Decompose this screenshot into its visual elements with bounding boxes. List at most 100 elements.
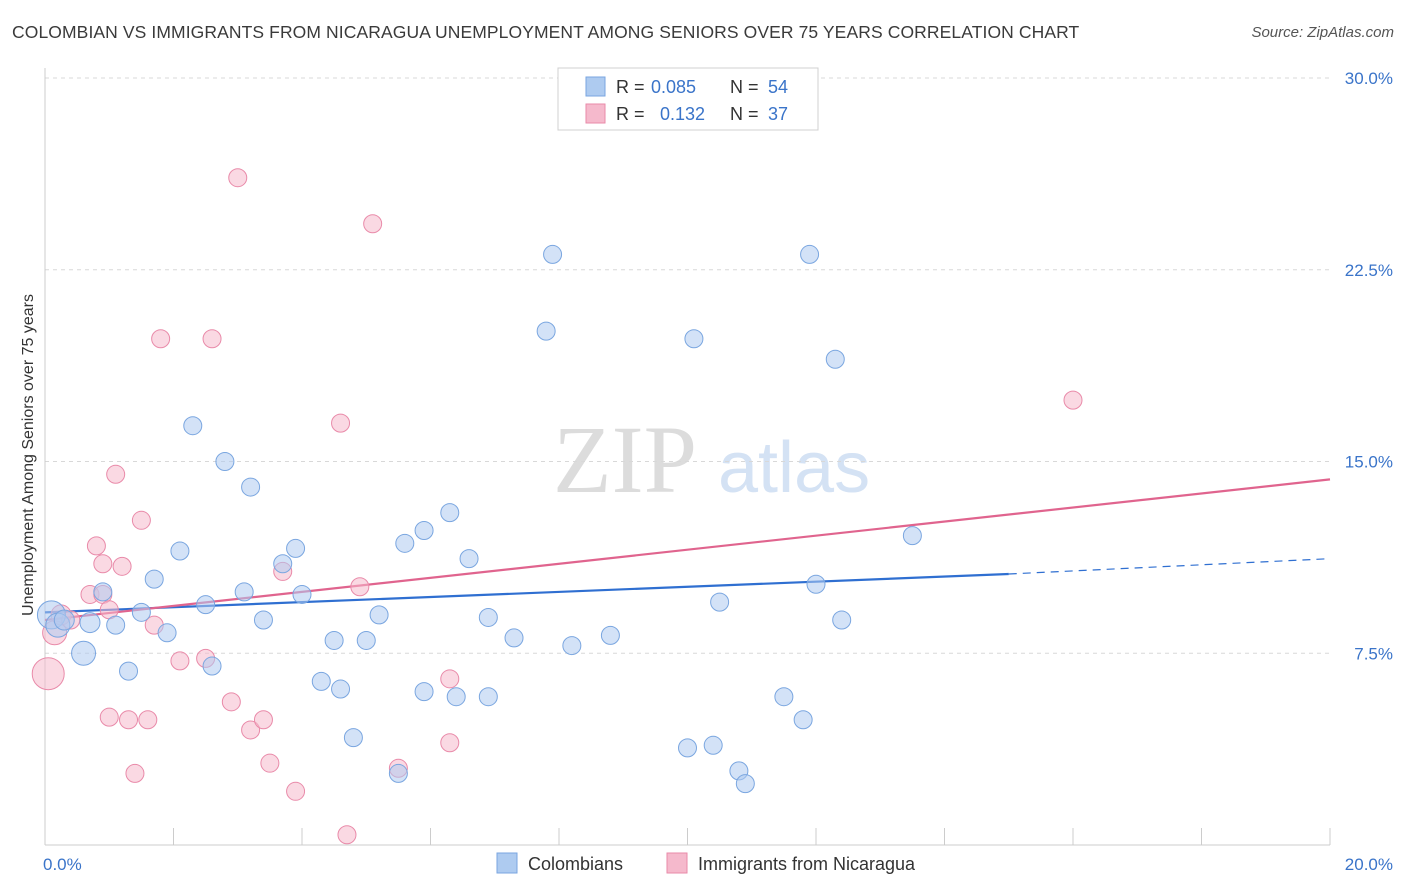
- data-point-nicaragua: [170, 651, 190, 671]
- data-point-colombians: [215, 452, 235, 471]
- data-point-nicaragua: [260, 753, 280, 773]
- data-point-colombians: [800, 244, 820, 264]
- watermark: ZIP atlas: [553, 406, 870, 513]
- data-point-colombians: [536, 321, 556, 341]
- data-point-colombians: [286, 538, 306, 558]
- y-tick-label: 7.5%: [1354, 644, 1393, 663]
- data-point-nicaragua: [241, 720, 261, 740]
- data-point-nicaragua: [31, 657, 65, 691]
- data-point-nicaragua: [106, 464, 126, 484]
- data-point-colombians: [414, 521, 434, 541]
- watermark-atlas: atlas: [718, 428, 870, 508]
- data-point-nicaragua: [286, 781, 306, 801]
- data-point-nicaragua: [125, 763, 145, 783]
- data-point-colombians: [253, 610, 273, 630]
- data-point-colombians: [170, 541, 190, 561]
- trend-line-colombians: [44, 572, 1009, 614]
- data-point-colombians: [234, 582, 254, 602]
- data-point-colombians: [131, 602, 151, 622]
- data-point-colombians: [735, 774, 755, 794]
- stats-n-value-pink: 37: [768, 104, 788, 124]
- data-point-colombians: [600, 625, 620, 645]
- data-point-nicaragua: [1063, 390, 1083, 410]
- data-point-nicaragua: [221, 692, 241, 712]
- data-point-colombians: [157, 623, 177, 643]
- stats-r-label-pink: R =: [616, 104, 645, 124]
- series-legend-label-colombians: Colombians: [528, 854, 623, 874]
- trend-line-nicaragua: [44, 478, 1331, 622]
- series-legend-swatch-colombians: [496, 852, 518, 874]
- chart-title: COLOMBIAN VS IMMIGRANTS FROM NICARAGUA U…: [12, 22, 1080, 42]
- series-legend-swatch-nicaragua: [666, 852, 688, 874]
- data-point-colombians: [292, 584, 312, 604]
- data-point-nicaragua: [93, 554, 113, 574]
- data-point-colombians: [79, 612, 101, 634]
- data-point-colombians: [324, 630, 344, 650]
- stats-r-label-blue: R =: [616, 77, 645, 97]
- y-axis-label: Unemployment Among Seniors over 75 years: [20, 294, 37, 616]
- data-point-colombians: [793, 710, 813, 730]
- data-point-colombians: [241, 477, 261, 497]
- data-point-colombians: [562, 636, 582, 656]
- data-point-colombians: [684, 329, 704, 349]
- series-legend: Colombians Immigrants from Nicaragua: [496, 852, 916, 874]
- stats-n-value-blue: 54: [768, 77, 788, 97]
- axes: [44, 68, 1331, 846]
- data-point-colombians: [53, 609, 75, 631]
- series-legend-label-nicaragua: Immigrants from Nicaragua: [698, 854, 916, 874]
- data-point-colombians: [343, 728, 363, 748]
- data-point-nicaragua: [202, 329, 222, 349]
- data-point-colombians: [93, 582, 113, 602]
- data-point-colombians: [504, 628, 524, 648]
- data-point-colombians: [369, 605, 389, 625]
- data-point-nicaragua: [131, 510, 151, 530]
- stats-r-value-blue: 0.085: [651, 77, 696, 97]
- stats-legend-swatch-blue: [585, 76, 606, 97]
- data-point-colombians: [414, 682, 434, 702]
- data-point-colombians: [543, 244, 563, 264]
- stats-n-label-blue: N =: [730, 77, 759, 97]
- data-point-colombians: [202, 656, 222, 676]
- data-point-colombians: [446, 687, 466, 707]
- data-point-colombians: [395, 533, 415, 553]
- x-tick-label: 20.0%: [1345, 855, 1393, 874]
- stats-legend-swatch-pink: [585, 103, 606, 124]
- data-point-nicaragua: [440, 669, 460, 689]
- data-point-colombians: [703, 735, 723, 755]
- data-point-colombians: [825, 349, 845, 369]
- trend-line-colombians-extension: [1008, 558, 1331, 575]
- data-point-colombians: [478, 687, 498, 707]
- data-point-colombians: [902, 526, 922, 546]
- x-tick-label: 0.0%: [43, 855, 82, 874]
- y-tick-label: 22.5%: [1345, 261, 1393, 280]
- data-point-nicaragua: [86, 536, 106, 556]
- data-point-colombians: [478, 607, 498, 627]
- data-point-nicaragua: [112, 556, 132, 576]
- data-point-colombians: [832, 610, 852, 630]
- y-tick-label: 15.0%: [1345, 453, 1393, 472]
- gridlines: [45, 77, 1330, 654]
- data-point-colombians: [356, 630, 376, 650]
- stats-legend: R = 0.085 N = 54 R = 0.132 N = 37: [557, 67, 819, 131]
- data-point-colombians: [459, 549, 479, 569]
- data-point-colombians: [440, 503, 460, 523]
- data-point-nicaragua: [331, 413, 351, 433]
- data-point-nicaragua: [337, 825, 357, 845]
- y-tick-labels: 7.5% 15.0% 22.5% 30.0%: [1345, 69, 1393, 663]
- data-point-nicaragua: [151, 329, 171, 349]
- x-tick-labels: 0.0% 20.0%: [43, 855, 1393, 874]
- data-point-colombians: [331, 679, 351, 699]
- data-point-colombians: [806, 574, 826, 594]
- source-credit: Source: ZipAtlas.com: [1251, 24, 1394, 41]
- data-point-colombians: [119, 661, 139, 681]
- data-point-colombians: [183, 416, 203, 436]
- stats-r-value-pink: 0.132: [660, 104, 705, 124]
- data-point-colombians: [774, 687, 794, 707]
- data-point-colombians: [106, 615, 126, 635]
- data-point-nicaragua: [99, 707, 119, 727]
- data-point-nicaragua: [228, 168, 248, 188]
- data-point-colombians: [71, 640, 97, 666]
- data-point-nicaragua: [440, 733, 460, 753]
- data-point-colombians: [196, 595, 216, 615]
